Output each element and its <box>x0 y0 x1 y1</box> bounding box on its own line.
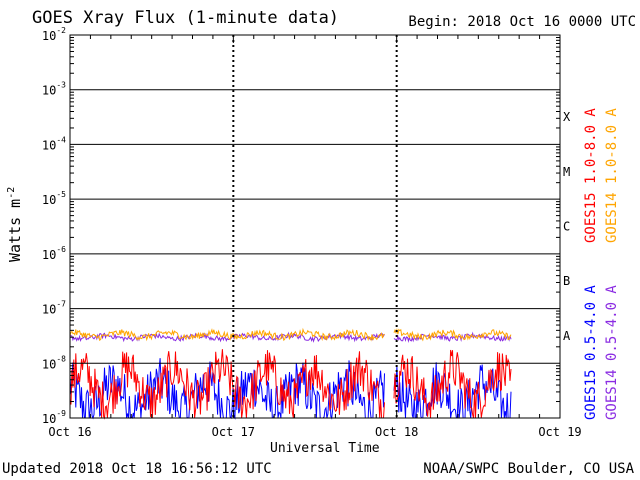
begin-timestamp: Begin: 2018 Oct 16 0000 UTC <box>408 14 636 30</box>
y-tick-label-0: 10-2 <box>42 26 66 43</box>
flare-class-X: X <box>563 110 571 124</box>
series-line-0-segment-1 <box>393 349 512 419</box>
series-line-1-segment-1 <box>393 328 512 342</box>
series-line-2-segment-1 <box>393 362 512 419</box>
flare-class-M: M <box>563 165 570 179</box>
series-line-2-segment-0 <box>69 358 385 420</box>
flare-class-A: A <box>563 329 571 343</box>
y-tick-label-2: 10-4 <box>42 135 66 152</box>
legend-goes15-long: GOES15 1.0-8.0 A <box>583 108 599 243</box>
credit-text: NOAA/SWPC Boulder, CO USA <box>423 461 634 477</box>
series-line-0-segment-0 <box>69 349 385 420</box>
y-tick-label-5: 10-7 <box>42 300 66 317</box>
legend-goes15-short: GOES15 0.5-4.0 A <box>583 285 599 420</box>
series-line-3-segment-1 <box>393 331 512 343</box>
x-tick-label-0: Oct 16 <box>48 425 91 439</box>
legend-goes14-long: GOES14 1.0-8.0 A <box>604 108 620 243</box>
y-tick-label-7: 10-9 <box>42 409 66 426</box>
y-tick-label-4: 10-6 <box>42 245 66 262</box>
series-line-3-segment-0 <box>70 331 385 343</box>
x-tick-label-1: Oct 17 <box>212 425 255 439</box>
series-line-1-segment-0 <box>69 327 385 342</box>
x-tick-label-3: Oct 19 <box>538 425 581 439</box>
flare-class-C: C <box>563 220 570 234</box>
legend-goes14-short: GOES14 0.5-4.0 A <box>604 285 620 420</box>
flare-class-B: B <box>563 274 570 288</box>
x-axis-label: Universal Time <box>270 441 380 456</box>
y-tick-label-1: 10-3 <box>42 81 66 98</box>
updated-timestamp: Updated 2018 Oct 18 16:56:12 UTC <box>2 461 272 477</box>
begin-label: Begin: <box>408 14 459 30</box>
y-tick-label-3: 10-5 <box>42 190 66 207</box>
chart-title: GOES Xray Flux (1-minute data) <box>32 8 340 28</box>
y-tick-label-6: 10-8 <box>42 354 66 371</box>
begin-value: 2018 Oct 16 0000 UTC <box>467 14 636 30</box>
x-tick-label-2: Oct 18 <box>375 425 418 439</box>
